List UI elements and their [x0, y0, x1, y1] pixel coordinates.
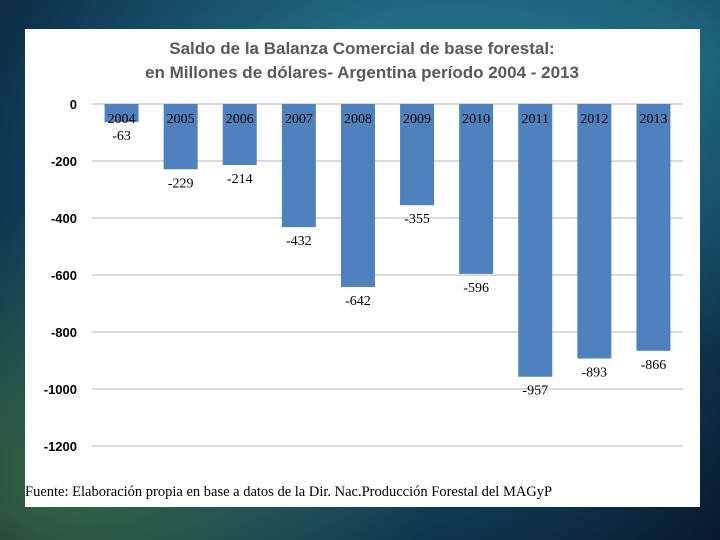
x-tick-label: 2004 [108, 112, 136, 127]
x-tick-label: 2011 [522, 112, 549, 127]
data-label: -596 [463, 281, 489, 296]
data-label: -229 [168, 176, 194, 191]
y-tick-label: -1000 [44, 382, 77, 397]
chart-title-line-1: Saldo de la Balanza Comercial de base fo… [169, 39, 554, 58]
x-tick-label: 2005 [167, 112, 195, 127]
bar-chart: Saldo de la Balanza Comercial de base fo… [44, 39, 683, 454]
bar-2013 [636, 104, 671, 351]
bar-2009 [400, 104, 435, 206]
bar-2007 [281, 104, 316, 228]
x-tick-label: 2009 [403, 112, 431, 127]
bar-2005 [163, 104, 198, 170]
data-label: -432 [286, 234, 312, 249]
bar-2008 [340, 104, 375, 287]
bar-2006 [222, 104, 257, 165]
x-axis-ticks: 2004 2005 2006 2007 2008 2009 2010 2011 2012 2013 [108, 112, 668, 127]
data-label: -893 [582, 366, 608, 381]
data-label: -355 [404, 212, 430, 227]
y-tick-label: -400 [51, 211, 77, 226]
y-tick-label: -200 [51, 154, 77, 169]
data-label: -63 [112, 129, 131, 144]
x-tick-label: 2010 [462, 112, 490, 127]
bar-2004 [104, 104, 139, 122]
x-tick-label: 2008 [344, 112, 372, 127]
data-labels: -63 -229 -214 -432 -642 -355 -596 -957 -893 -866 [112, 129, 666, 399]
data-label: -866 [641, 358, 667, 373]
y-tick-label: -1200 [44, 439, 77, 454]
chart-panel: Saldo de la Balanza Comercial de base fo… [25, 29, 700, 507]
y-tick-label: 0 [70, 97, 77, 112]
y-tick-label: -600 [51, 268, 77, 283]
data-label: -642 [345, 294, 371, 309]
y-axis-ticks: 0 -200 -400 -600 -800 -1000 -1200 [44, 97, 77, 454]
bars [104, 104, 671, 377]
x-tick-label: 2006 [226, 112, 254, 127]
x-tick-label: 2007 [285, 112, 313, 127]
x-tick-label: 2013 [639, 112, 667, 127]
bar-2010 [459, 104, 494, 274]
bar-2011 [518, 104, 553, 377]
data-label: -214 [227, 172, 253, 187]
data-label: -957 [522, 384, 548, 399]
source-note: Fuente: Elaboración propia en base a dat… [25, 484, 553, 500]
chart-title-line-2: en Millones de dólares- Argentina períod… [145, 63, 579, 82]
x-tick-label: 2012 [580, 112, 608, 127]
y-tick-label: -800 [51, 325, 77, 340]
bar-2012 [577, 104, 612, 359]
